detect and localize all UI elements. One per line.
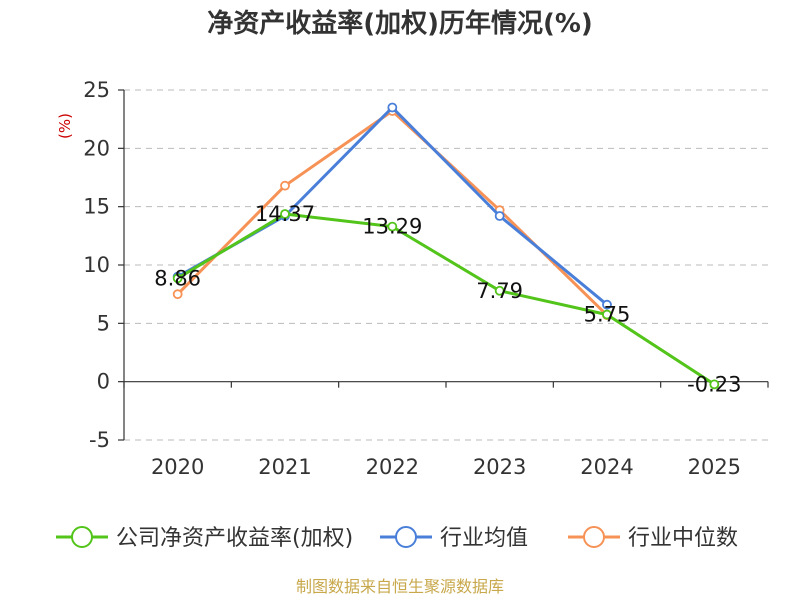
y-tick-label-2: 15 [83,195,110,219]
x-tick-label-2025: 2025 [688,455,741,479]
chart-title: 净资产收益率(加权)历年情况(%) [207,8,593,39]
x-tick-label-2021: 2021 [258,455,311,479]
data-label-2021: 14.37 [255,202,315,226]
data-label-2025: -0.23 [687,372,741,396]
point-2-2020 [172,289,183,300]
legend-marker-0 [71,526,93,548]
series-0 [172,209,720,390]
legend: 公司净资产收益率(加权) 行业均值 行业中位数 [56,526,738,551]
series-1 [172,102,612,310]
legend-label-2: 行业中位数 [628,526,738,551]
y-tick-label-6: -5 [89,428,110,452]
y-tick-label-3: 10 [83,253,110,277]
gridlines [124,89,768,441]
data-label-2020: 8.86 [154,266,201,290]
data-label-2022: 13.29 [362,215,422,239]
axes: 25 20 15 10 5 0 -5 2020 2021 2022 2023 2024 2025 [83,78,769,479]
y-tick-label-4: 5 [97,311,110,335]
point-0-2024 [602,309,612,320]
point-0-2025 [709,379,720,390]
x-tick-label-2022: 2022 [366,455,419,479]
y-tick-label-5: 0 [97,370,110,394]
point-1-2023 [494,211,505,221]
legend-item-1: 行业均值 [380,526,528,551]
series-2 [172,106,612,321]
y-tick-label-0: 25 [83,78,110,102]
point-2-2021 [280,180,290,191]
y-tick-label-1: 20 [83,136,110,160]
legend-marker-2 [583,526,605,548]
series-lines [172,102,720,390]
point-0-2021 [280,209,290,219]
legend-marker-1 [395,526,417,548]
point-0-2020 [172,273,183,284]
data-label-2023: 7.79 [476,279,523,303]
y-axis-unit-label: (%) [56,113,74,139]
x-tick-label-2020: 2020 [151,455,204,479]
legend-item-0: 公司净资产收益率(加权) [56,526,353,551]
series-line-1 [176,106,609,307]
point-0-2023 [494,285,505,296]
data-labels: 8.86 14.37 13.29 7.79 5.75 -0.23 [154,202,741,396]
series-line-2 [176,109,609,317]
data-label-2024: 5.75 [584,303,631,327]
x-tick-label-2024: 2024 [580,455,633,479]
legend-item-2: 行业中位数 [568,526,738,551]
point-1-2022 [387,102,398,113]
legend-label-0: 公司净资产收益率(加权) [116,526,353,551]
x-tick-label-2023: 2023 [473,455,526,479]
series-line-0 [176,212,716,386]
legend-label-1: 行业均值 [440,526,528,551]
point-1-2024 [602,299,612,310]
source-note: 制图数据来自恒生聚源数据库 [296,577,504,596]
point-0-2022 [387,221,398,232]
